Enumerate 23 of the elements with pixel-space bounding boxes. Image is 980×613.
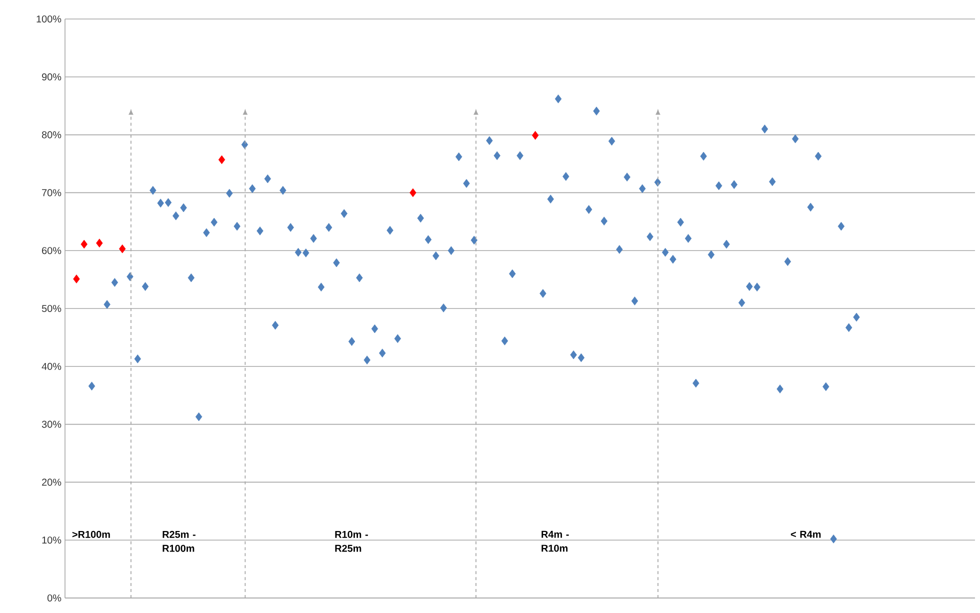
annotation: < R4m: [790, 530, 821, 538]
annotation: >R100m: [72, 530, 110, 538]
y-tick-label: 0%: [47, 594, 62, 602]
point: [532, 130, 539, 140]
point: [80, 240, 88, 249]
annotation: R4m - R10m: [542, 530, 569, 552]
point: [96, 238, 103, 248]
y-tick-label: 10%: [42, 536, 62, 544]
annotation: R10m - R25m: [335, 530, 368, 552]
point: [73, 274, 80, 284]
y-tick-label: 100%: [36, 15, 62, 23]
annotation: R25m - R100m: [162, 530, 196, 552]
y-tick-label: 40%: [42, 362, 62, 370]
y-tick-label: 30%: [42, 420, 62, 428]
point: [410, 188, 416, 198]
y-tick-label: 60%: [42, 247, 62, 254]
y-tick-label: 20%: [42, 478, 62, 486]
y-tick-label: 90%: [42, 73, 62, 80]
point: [119, 244, 126, 254]
point: [218, 155, 226, 164]
y-tick-label: 50%: [42, 304, 62, 312]
y-tick-label: 70%: [42, 189, 62, 196]
y-tick-label: 80%: [42, 131, 62, 138]
